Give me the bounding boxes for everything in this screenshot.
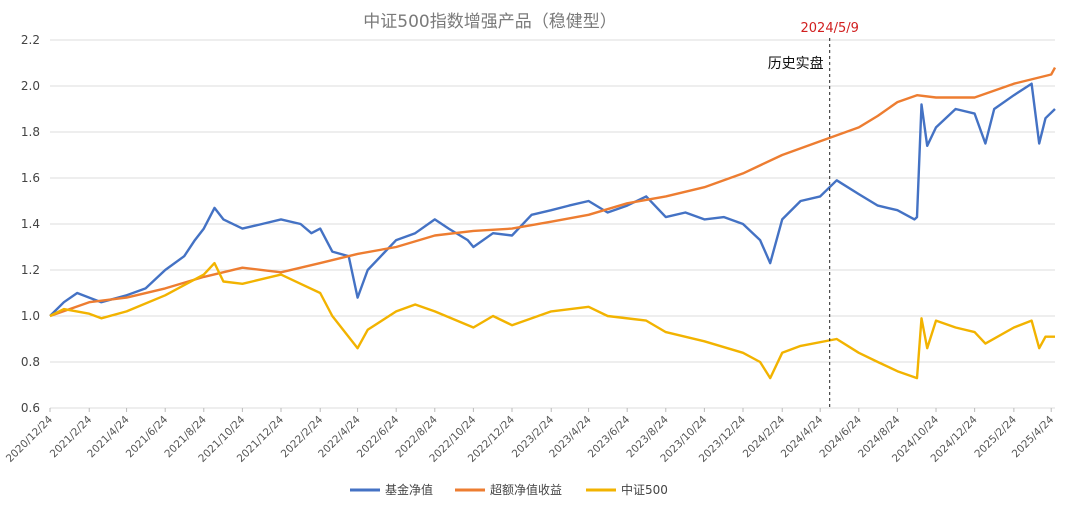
y-tick-label: 0.8 [21,355,40,369]
series-line-基金净值 [49,82,1056,317]
annotation-date: 2024/5/9 [801,21,859,36]
series-line-超额净值收益 [49,67,1057,318]
series-line-中证500 [49,261,1055,380]
y-tick-label: 0.6 [21,401,40,415]
y-axis-ticks: 0.6 0.8 1.0 1.2 1.4 1.6 1.8 2.0 2.2 [21,33,40,415]
annotation: 2024/5/9 历史实盘 [768,21,859,408]
series-lines [49,67,1057,380]
legend-label: 中证500 [621,482,668,497]
legend: 基金净值 超额净值收益 中证500 [350,482,668,497]
y-tick-label: 1.4 [21,217,40,231]
y-tick-label: 1.8 [21,125,40,139]
x-tick-label: 2020/12/24 [4,413,56,465]
chart-title: 中证500指数增强产品（稳健型） [363,12,616,32]
y-tick-label: 2.0 [21,79,40,93]
y-tick-label: 1.0 [21,309,40,323]
legend-label: 基金净值 [385,482,433,497]
y-tick-label: 1.2 [21,263,40,277]
grid-lines [50,39,1055,409]
legend-label: 超额净值收益 [490,482,562,497]
y-tick-label: 1.6 [21,171,40,185]
x-axis-ticks: 2020/12/242021/2/242021/4/242021/6/24202… [4,408,1057,465]
annotation-label: 历史实盘 [768,55,824,72]
y-tick-label: 2.2 [21,33,40,47]
